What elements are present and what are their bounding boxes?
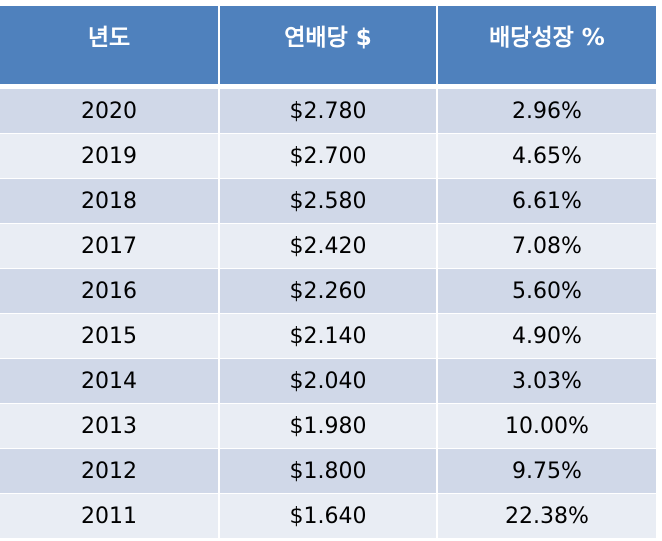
cell-growth: 3.03% [437,358,656,404]
table-body: 2020 $2.780 2.96% 2019 $2.700 4.65% 2018… [0,86,656,539]
cell-year: 2014 [0,358,220,404]
table-header: 년도 연배당 $ 배당성장 % [0,6,656,89]
cell-dividend: $2.580 [219,178,438,224]
cell-year: 2015 [0,313,220,359]
cell-year: 2019 [0,133,220,179]
cell-growth: 9.75% [437,448,656,494]
table-row: 2017 $2.420 7.08% [0,223,656,269]
cell-dividend: $1.800 [219,448,438,494]
cell-growth: 2.96% [437,86,656,134]
table-row: 2012 $1.800 9.75% [0,448,656,494]
cell-growth: 5.60% [437,268,656,314]
dividend-table: 년도 연배당 $ 배당성장 % 2020 $2.780 2.96% 2019 $… [0,6,656,539]
table-row: 2011 $1.640 22.38% [0,493,656,539]
cell-year: 2017 [0,223,220,269]
table-row: 2020 $2.780 2.96% [0,86,656,134]
cell-growth: 10.00% [437,403,656,449]
cell-year: 2011 [0,493,220,539]
cell-dividend: $2.700 [219,133,438,179]
cell-growth: 4.65% [437,133,656,179]
header-dividend-growth-label: 배당성장 % [489,25,605,51]
cell-dividend: $2.420 [219,223,438,269]
cell-dividend: $2.780 [219,86,438,134]
cell-year: 2016 [0,268,220,314]
cell-growth: 22.38% [437,493,656,539]
table-row: 2016 $2.260 5.60% [0,268,656,314]
table-row: 2014 $2.040 3.03% [0,358,656,404]
cell-dividend: $2.260 [219,268,438,314]
table-row: 2013 $1.980 10.00% [0,403,656,449]
cell-dividend: $2.140 [219,313,438,359]
cell-growth: 4.90% [437,313,656,359]
header-annual-dividend: 연배당 $ [219,6,438,89]
header-year-label: 년도 [87,25,131,51]
header-row: 년도 연배당 $ 배당성장 % [0,6,656,89]
table-row: 2019 $2.700 4.65% [0,133,656,179]
dividend-table-container: 년도 연배당 $ 배당성장 % 2020 $2.780 2.96% 2019 $… [0,6,656,539]
cell-growth: 7.08% [437,223,656,269]
table-row: 2015 $2.140 4.90% [0,313,656,359]
cell-year: 2013 [0,403,220,449]
header-dividend-growth: 배당성장 % [437,6,656,89]
table-row: 2018 $2.580 6.61% [0,178,656,224]
cell-growth: 6.61% [437,178,656,224]
header-year: 년도 [0,6,220,89]
header-annual-dividend-label: 연배당 $ [284,25,372,51]
cell-year: 2012 [0,448,220,494]
cell-dividend: $1.980 [219,403,438,449]
cell-dividend: $2.040 [219,358,438,404]
cell-year: 2018 [0,178,220,224]
cell-year: 2020 [0,86,220,134]
cell-dividend: $1.640 [219,493,438,539]
